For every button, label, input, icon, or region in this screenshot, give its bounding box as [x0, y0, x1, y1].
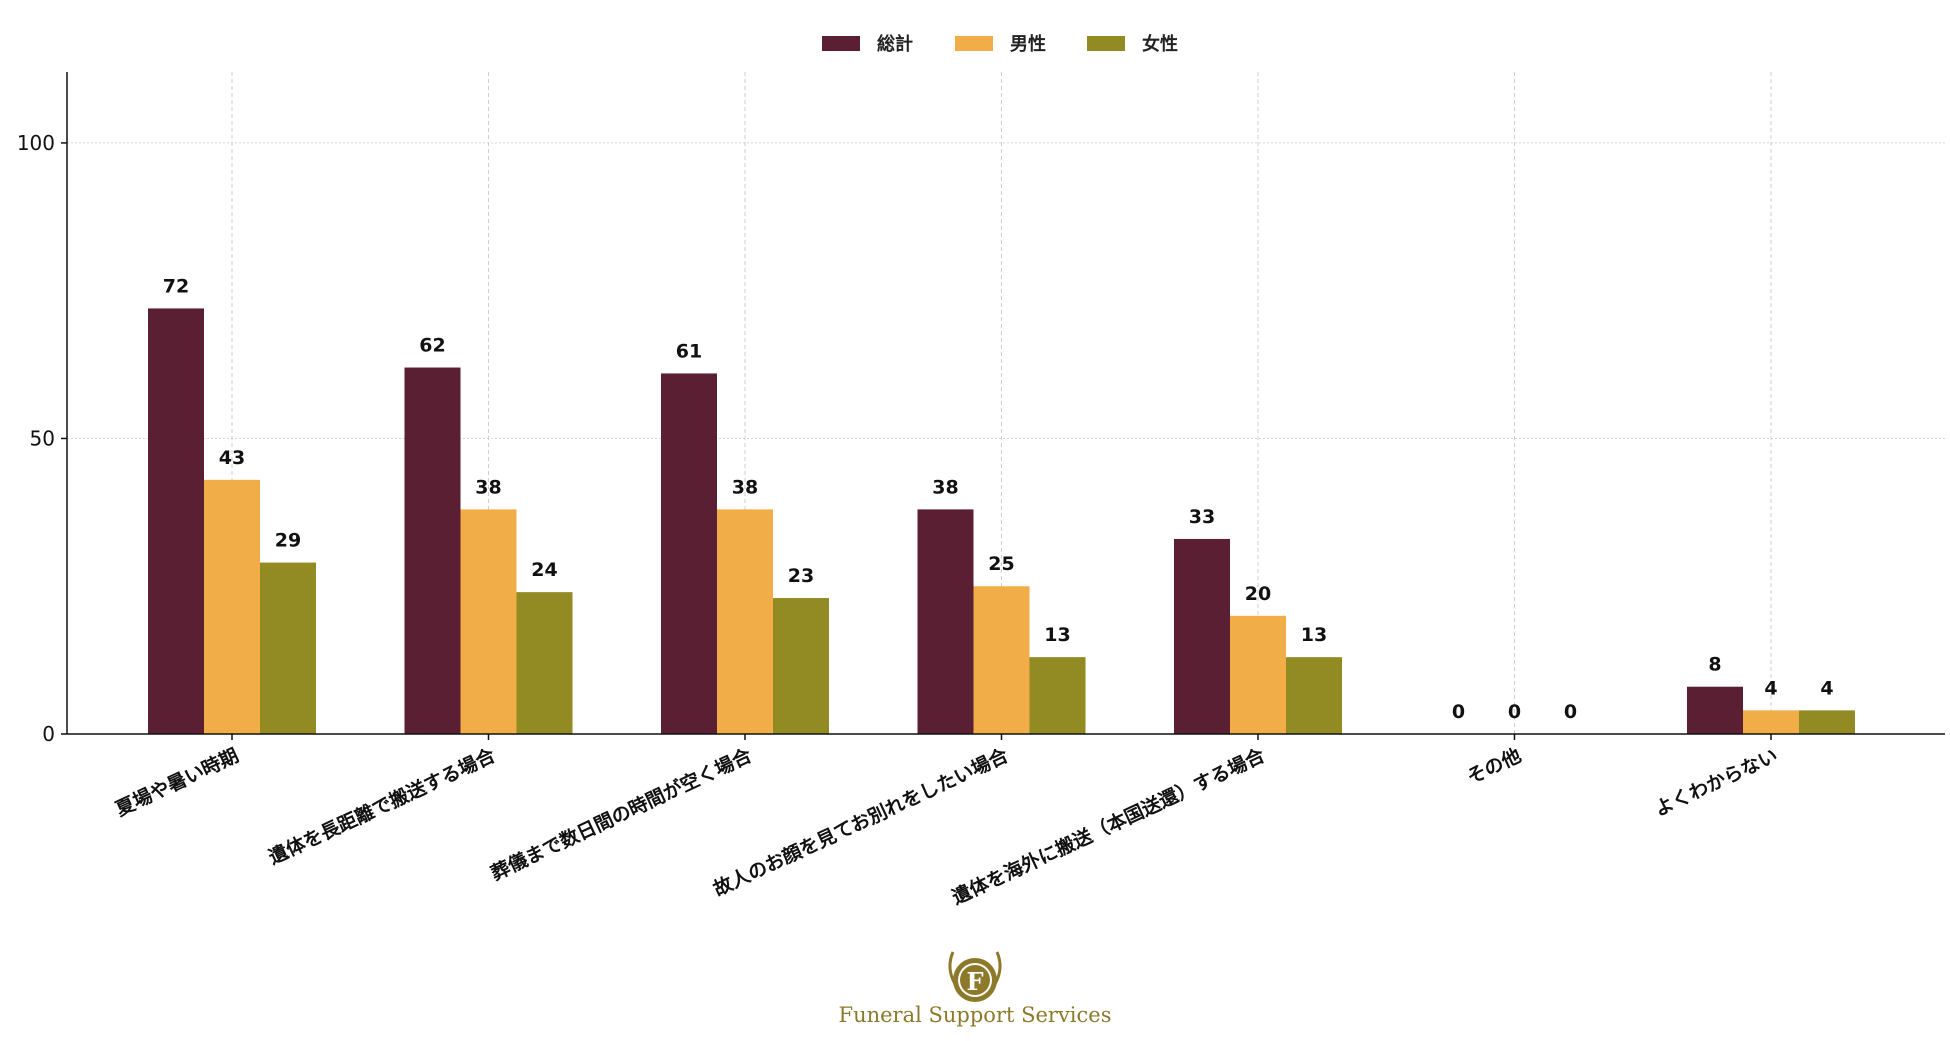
grid [67, 72, 1945, 734]
bar-value-label: 13 [1301, 624, 1327, 646]
bar-value-label: 38 [732, 476, 758, 498]
y-tick-label: 50 [30, 426, 55, 450]
bar [1687, 686, 1743, 734]
bar-value-label: 29 [275, 530, 301, 552]
axes [66, 72, 1945, 735]
bar-value-label: 38 [475, 476, 501, 498]
x-category-label: 故人のお顔を見てお別れをしたい場合 [710, 743, 1013, 901]
x-category-label: 夏場や暑い時期 [112, 745, 242, 821]
laurel-emblem-icon: F [948, 951, 1002, 1002]
legend-label: 男性 [1010, 33, 1046, 55]
bar-value-label: 4 [1820, 677, 1833, 699]
bars: 72 43 29 62 38 24 61 38 23 38 25 13 33 20 13 0 0 0 8 4 4 [148, 275, 1855, 734]
bar [460, 509, 517, 734]
brand-name: Funeral Support Services [839, 1003, 1112, 1027]
bar-value-label: 20 [1245, 583, 1271, 605]
bar [516, 592, 573, 734]
bar-value-label: 33 [1189, 506, 1215, 528]
bar-value-label: 62 [419, 335, 445, 357]
bar [917, 509, 974, 734]
y-tick-label: 100 [17, 131, 55, 155]
bar [1743, 710, 1799, 734]
legend-label: 総計 [877, 33, 913, 55]
bar-value-label: 13 [1044, 624, 1070, 646]
x-axis-labels: 夏場や暑い時期 遺体を長距離で搬送する場合葬儀まで数日間の時間が空く場合故人のお顔… [112, 734, 1781, 909]
bar-value-label: 38 [932, 476, 958, 498]
bar-value-label: 0 [1564, 701, 1577, 723]
x-category-label: 遺体を長距離で搬送する場合 [265, 743, 499, 869]
legend: 総計 男性 女性 [822, 33, 1178, 55]
bar [1029, 657, 1086, 734]
logo-letter: F [966, 967, 983, 996]
x-category-label: 葬儀まで数日間の時間が空く場合 [487, 743, 756, 885]
bar [1174, 538, 1230, 734]
bar-value-label: 25 [988, 553, 1014, 575]
bar-value-label: 43 [219, 447, 245, 469]
x-category-label: その他 [1463, 744, 1524, 789]
bar [973, 586, 1030, 734]
y-tick-label: 0 [42, 722, 55, 746]
bar [1799, 710, 1855, 734]
bar-value-label: 72 [163, 275, 189, 297]
bar [1230, 615, 1286, 734]
bar-value-label: 0 [1452, 701, 1465, 723]
bar [260, 562, 316, 734]
legend-swatch [822, 36, 860, 51]
bar [773, 598, 829, 734]
brand-logo: F Funeral Support Services [839, 951, 1112, 1027]
bar [1286, 657, 1342, 734]
x-category-label: よくわからない [1651, 745, 1781, 821]
legend-label: 女性 [1142, 33, 1178, 55]
legend-swatch [1087, 36, 1125, 51]
bar [661, 373, 717, 734]
legend-swatch [955, 36, 993, 51]
bar [717, 509, 773, 734]
bar-value-label: 61 [676, 340, 702, 362]
bar-value-label: 8 [1708, 654, 1721, 676]
y-axis-ticks: 0 50 100 [17, 131, 67, 746]
bar-value-label: 4 [1764, 677, 1777, 699]
bar [204, 479, 260, 734]
bar-value-label: 24 [531, 559, 557, 581]
bar [404, 367, 461, 734]
bar [148, 308, 204, 734]
bar-value-label: 23 [788, 565, 814, 587]
bar-value-label: 0 [1508, 701, 1521, 723]
